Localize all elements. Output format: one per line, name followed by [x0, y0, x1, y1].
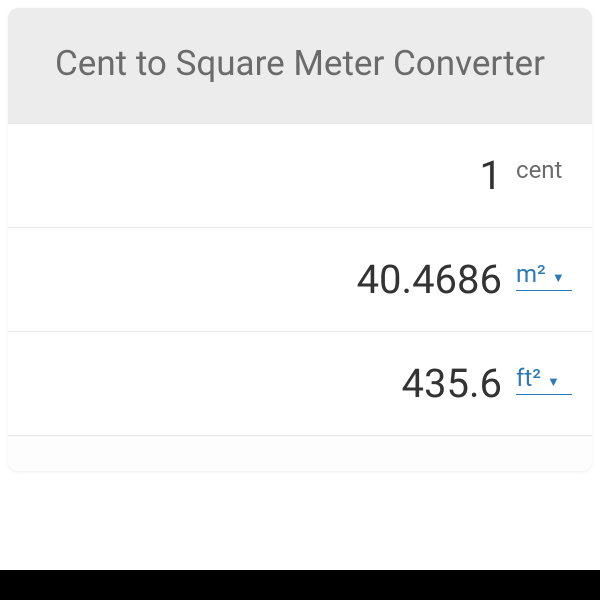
input-row-m2: 40.4686 m² ▼ — [8, 227, 592, 331]
cent-value[interactable]: 1 — [24, 152, 502, 199]
input-row-cent: 1 cent — [8, 123, 592, 227]
m2-unit-label: m² — [516, 260, 546, 288]
bottom-bar — [0, 570, 600, 600]
cent-unit-label: cent — [516, 152, 572, 184]
converter-card: Cent to Square Meter Converter 1 cent 40… — [8, 8, 592, 471]
m2-value[interactable]: 40.4686 — [24, 256, 502, 303]
m2-unit-select[interactable]: m² ▼ — [516, 260, 572, 291]
ft2-unit-label: ft² — [516, 364, 541, 392]
card-header: Cent to Square Meter Converter — [8, 8, 592, 123]
chevron-down-icon: ▼ — [547, 374, 560, 390]
input-row-ft2: 435.6 ft² ▼ — [8, 331, 592, 435]
chevron-down-icon: ▼ — [552, 270, 565, 286]
page-title: Cent to Square Meter Converter — [32, 40, 568, 87]
ft2-unit-select[interactable]: ft² ▼ — [516, 364, 572, 395]
ft2-value[interactable]: 435.6 — [24, 360, 502, 407]
footer-spacer — [8, 435, 592, 471]
